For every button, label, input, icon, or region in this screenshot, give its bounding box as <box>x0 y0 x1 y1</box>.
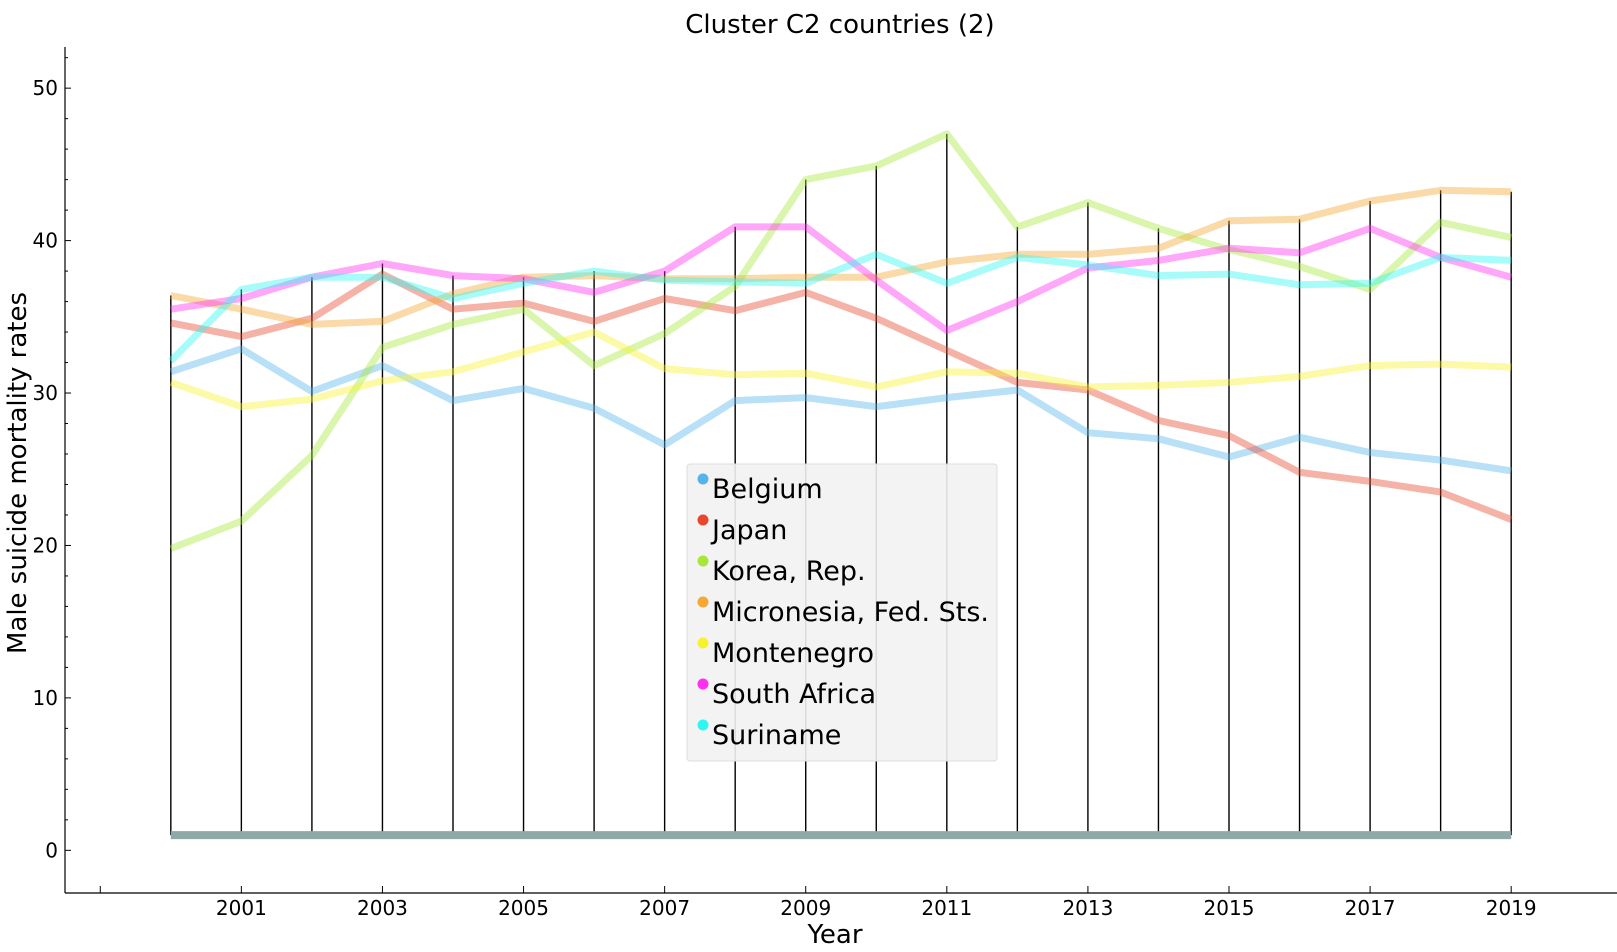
legend-label: South Africa <box>712 679 876 710</box>
legend-box <box>686 463 998 762</box>
x-tick-label: 2003 <box>357 896 408 920</box>
series-line <box>170 223 1513 334</box>
series-line <box>169 345 1512 475</box>
y-tick-label: 30 <box>33 381 58 405</box>
series-line <box>169 328 1512 411</box>
axes <box>64 47 1617 894</box>
series-line <box>170 270 1513 523</box>
x-tick-label: 2007 <box>639 896 690 920</box>
series-line <box>169 130 1512 552</box>
x-tick-label: 2017 <box>1345 896 1396 920</box>
x-tick-label: 2005 <box>498 896 549 920</box>
legend-items: Belgium Japan Korea, Rep. Micronesia, Fed. … <box>697 473 989 751</box>
x-axis-label: Year <box>806 920 862 950</box>
x-tick-label: 2015 <box>1204 896 1255 920</box>
series-lines <box>168 130 1513 552</box>
legend-label: Suriname <box>712 720 841 751</box>
y-tick-label: 20 <box>33 533 58 557</box>
legend-marker <box>697 555 709 567</box>
x-tick-label: 2013 <box>1062 896 1113 920</box>
y-tick-label: 10 <box>33 686 58 710</box>
legend-marker <box>697 678 709 690</box>
y-tick-label: 0 <box>45 838 58 862</box>
legend: Belgium Japan Korea, Rep. Micronesia, Fed. … <box>686 463 998 762</box>
legend-marker <box>697 514 709 526</box>
x-tick-label: 2001 <box>216 896 267 920</box>
legend-marker <box>697 473 709 485</box>
series-line <box>168 250 1512 364</box>
legend-marker <box>697 719 709 731</box>
legend-label: Montenegro <box>712 638 874 669</box>
y-tick-label: 40 <box>33 229 58 253</box>
x-tick-label: 2019 <box>1486 896 1537 920</box>
y-ticks: 0 10 20 30 40 50 <box>33 57 71 862</box>
legend-label: Micronesia, Fed. Sts. <box>712 597 989 628</box>
y-axis-label: Male suicide mortality rates <box>3 292 33 654</box>
legend-label: Japan <box>710 515 787 546</box>
x-ticks: 2001 2003 2005 2007 2009 2011 2013 2015 2017 2019 <box>99 886 1537 920</box>
legend-label: Korea, Rep. <box>712 556 866 587</box>
y-tick-label: 50 <box>33 76 58 100</box>
legend-marker <box>697 637 709 649</box>
x-tick-label: 2011 <box>921 896 972 920</box>
chart-title: Cluster C2 countries (2) <box>685 10 994 40</box>
x-tick-label: 2009 <box>780 896 831 920</box>
legend-marker <box>697 596 709 608</box>
series-line <box>170 186 1512 328</box>
legend-label: Belgium <box>712 474 823 505</box>
